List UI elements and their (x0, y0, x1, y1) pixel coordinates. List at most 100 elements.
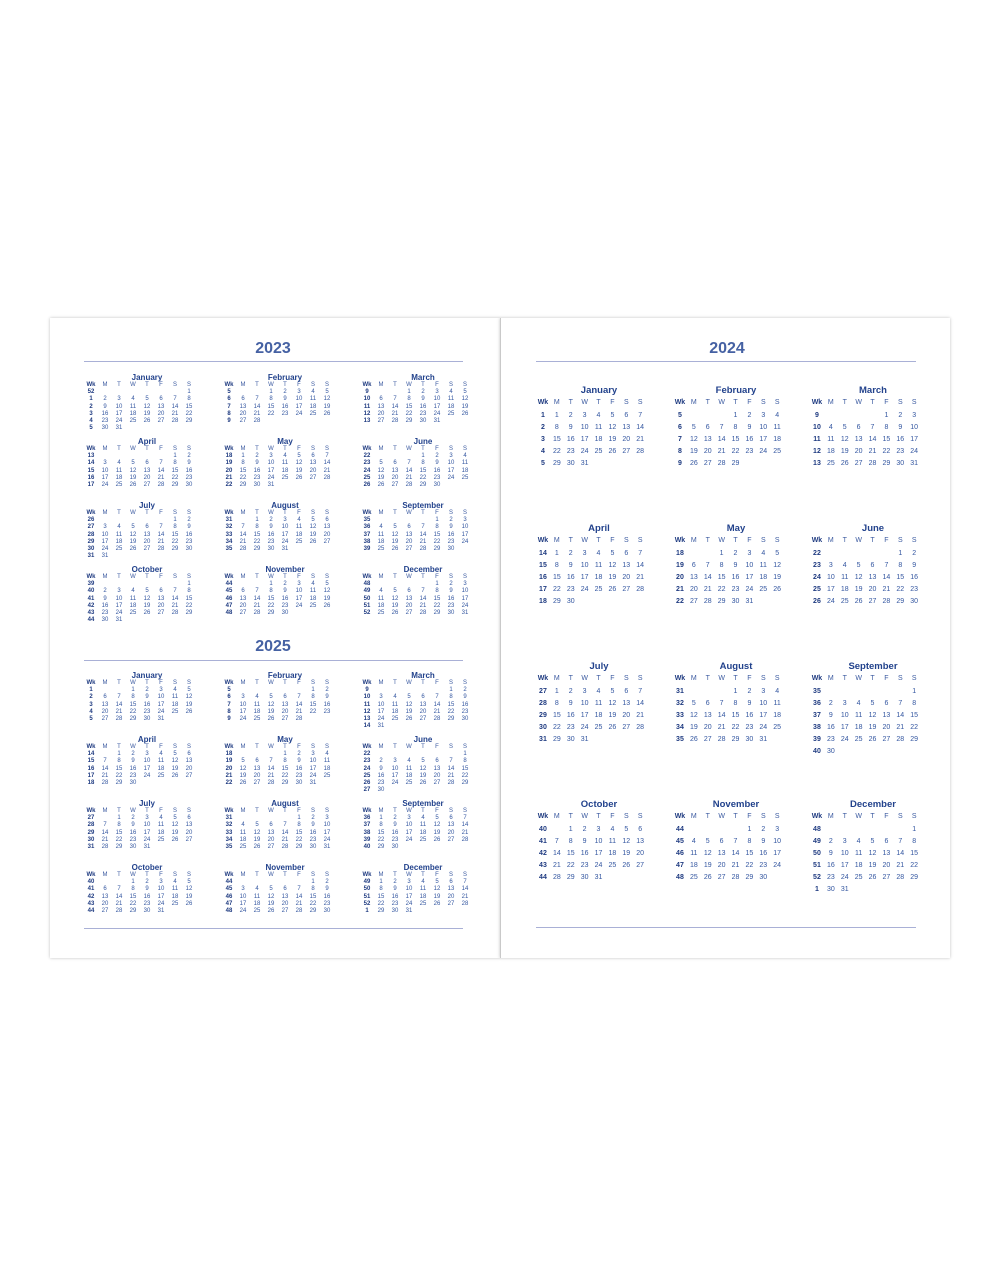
month-name: June (413, 437, 433, 446)
day-number: 16 (267, 531, 275, 538)
day-number: 25 (419, 836, 427, 843)
day-number: 30 (129, 779, 137, 786)
week-number: 27 (539, 688, 547, 695)
month-name: December (403, 565, 443, 574)
weekday-label: S (637, 537, 643, 544)
week-number: 13 (363, 417, 371, 424)
day-number: 9 (379, 765, 383, 772)
day-number: 19 (185, 701, 193, 708)
weekday-label: F (297, 680, 301, 686)
day-number: 26 (608, 448, 617, 455)
day-number: 11 (157, 822, 165, 829)
week-number: 9 (365, 389, 369, 396)
day-number: 8 (131, 694, 135, 701)
week-row: 17 22 23 24 25 26 27 28 (536, 584, 648, 596)
day-number: 11 (759, 562, 767, 569)
day-number: 28 (323, 474, 331, 481)
day-number: 30 (143, 715, 151, 722)
day-number (458, 482, 472, 489)
day-number: 15 (910, 712, 919, 719)
day-number: 17 (594, 850, 603, 857)
weekday-label: W (130, 510, 136, 516)
weekday-label: S (324, 872, 329, 878)
day-number (756, 596, 770, 608)
day-number (98, 687, 112, 694)
day-number: 10 (461, 588, 469, 595)
week-row: 16 14 15 16 17 18 19 20 (84, 766, 196, 773)
day-number (168, 908, 182, 915)
day-number: 16 (826, 724, 835, 731)
day-number: 6 (719, 838, 724, 845)
weekday-label: S (310, 574, 315, 580)
day-number: 2 (187, 453, 191, 460)
week-row: 1 30 31 (810, 884, 922, 896)
day-number: 9 (582, 838, 587, 845)
day-number (320, 418, 334, 425)
day-number: 5 (379, 460, 383, 467)
day-number: 20 (391, 474, 399, 481)
day-number: 7 (898, 838, 903, 845)
week-row: 6 5 6 7 8 9 10 11 (673, 422, 785, 434)
week-column-label: Wk (86, 680, 96, 686)
day-number: 2 (255, 453, 259, 460)
weekday-label: M (553, 537, 560, 544)
day-number: 29 (552, 460, 561, 467)
weekday-label: T (283, 872, 287, 878)
day-number: 7 (705, 562, 710, 569)
day-number: 11 (115, 467, 123, 474)
day-number: 22 (185, 602, 193, 609)
week-number: 30 (87, 836, 95, 843)
day-number: 18 (773, 712, 782, 719)
week-number: 20 (225, 467, 233, 474)
day-number: 12 (309, 524, 317, 531)
day-number (444, 723, 458, 730)
day-number: 6 (159, 588, 163, 595)
week-row: 19 6 7 8 9 10 11 12 (673, 560, 785, 572)
day-number: 16 (759, 850, 768, 857)
day-number: 1 (435, 581, 439, 588)
day-number (250, 581, 264, 588)
week-number: 17 (87, 481, 95, 488)
month-name: December (403, 863, 443, 872)
day-number: 20 (405, 538, 413, 545)
weekday-label: T (255, 744, 259, 750)
week-row: 48 24 25 26 27 28 29 30 (222, 908, 334, 915)
weekday-label: W (406, 808, 412, 814)
day-number: 24 (580, 724, 589, 731)
day-number: 3 (828, 562, 833, 569)
week-number: 49 (363, 588, 371, 595)
week-number: 17 (87, 772, 95, 779)
day-number: 1 (884, 412, 889, 419)
day-number (278, 879, 292, 886)
day-number (98, 453, 112, 460)
day-number (168, 389, 182, 396)
day-number: 13 (253, 765, 261, 772)
day-number: 8 (241, 460, 245, 467)
day-number: 5 (255, 822, 259, 829)
day-number: 19 (689, 448, 698, 455)
day-number: 8 (568, 838, 573, 845)
day-number: 18 (594, 712, 603, 719)
day-number: 29 (377, 843, 385, 850)
weekday-label: S (462, 382, 467, 388)
week-row: 23 5 6 7 8 9 10 11 (360, 460, 472, 467)
week-column-label: Wk (674, 537, 686, 544)
day-number: 24 (101, 481, 109, 488)
week-row: 40 29 30 (360, 844, 472, 851)
day-number: 8 (435, 524, 439, 531)
day-number (306, 546, 320, 553)
weekday-label: M (240, 446, 246, 452)
week-number: 15 (539, 562, 547, 569)
day-number: 3 (145, 751, 149, 758)
day-number: 31 (115, 617, 123, 624)
day-number: 25 (826, 460, 835, 467)
day-number: 3 (297, 581, 301, 588)
day-number: 28 (461, 900, 469, 907)
day-number: 7 (117, 694, 121, 701)
day-number: 14 (267, 765, 275, 772)
weekday-label: S (448, 680, 453, 686)
day-number: 28 (281, 843, 289, 850)
day-number: 4 (775, 688, 780, 695)
week-row: 15 10 11 12 13 14 15 16 (84, 468, 196, 475)
